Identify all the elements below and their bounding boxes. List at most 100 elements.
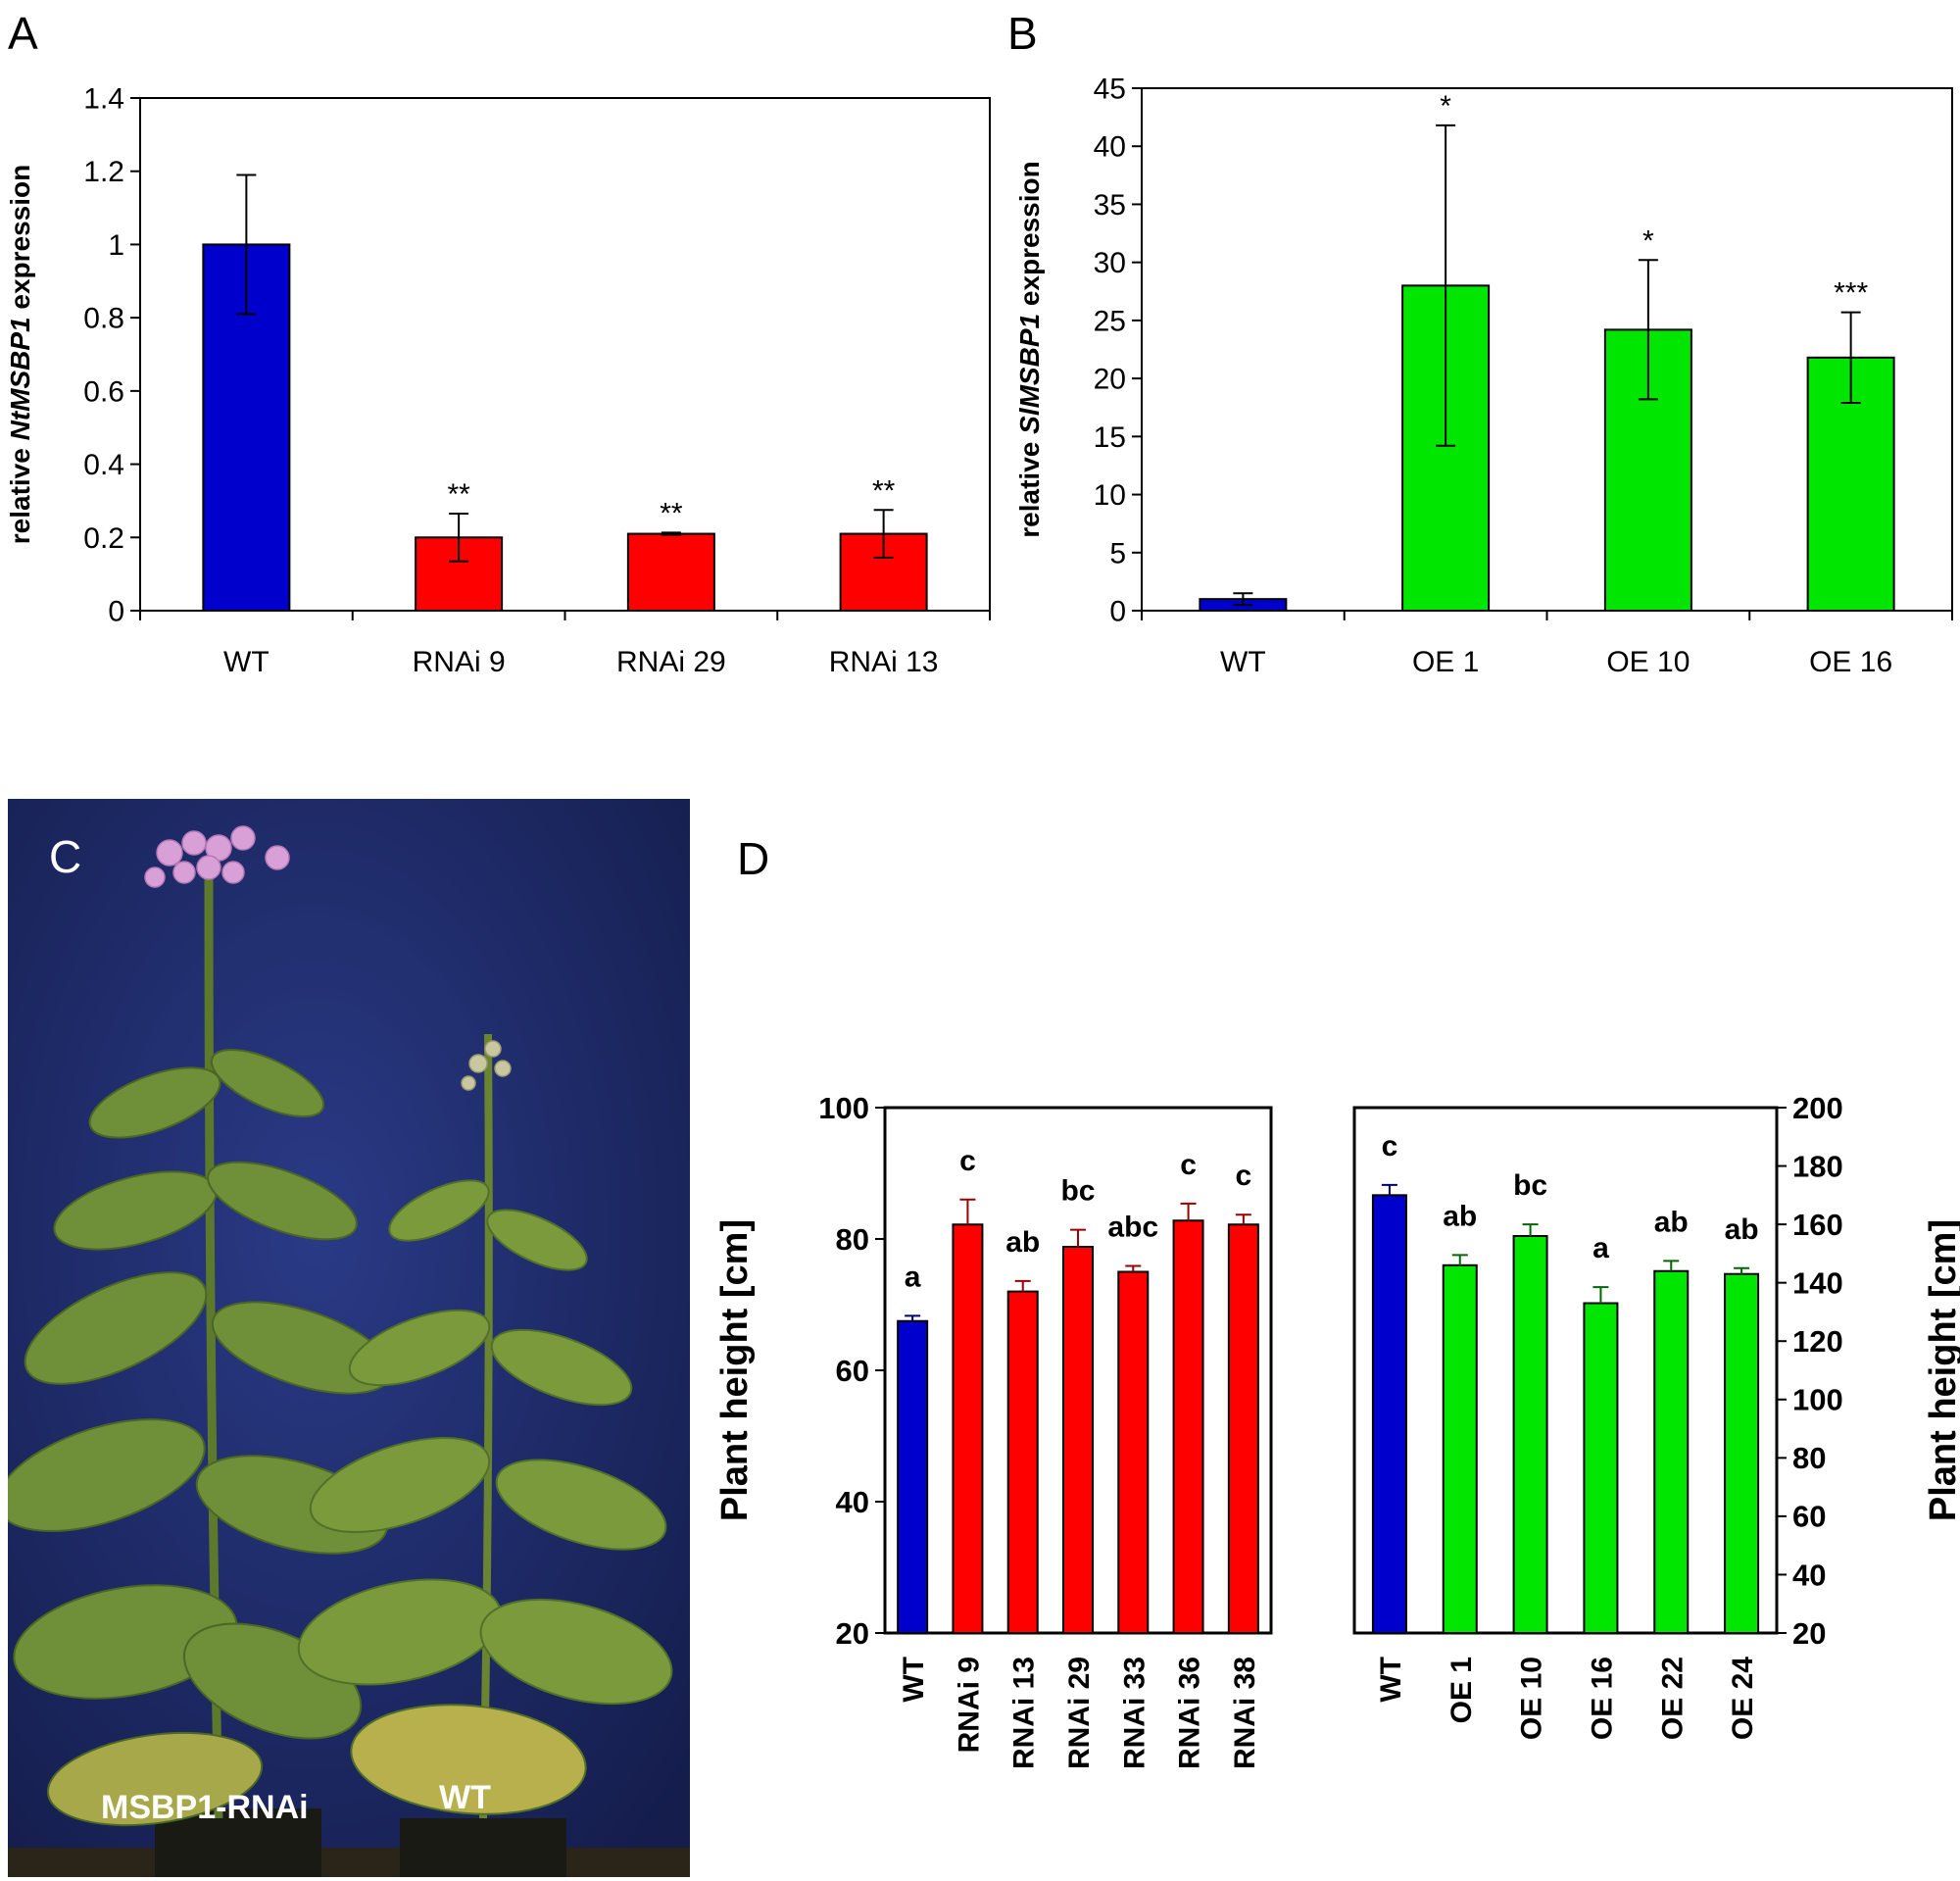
annotation-d1-0: a — [905, 1261, 921, 1293]
category-label-d2-2: OE 10 — [1516, 1657, 1548, 1740]
error-bar-d2-1 — [1451, 1254, 1468, 1265]
category-label-d1-4: RNAi 33 — [1118, 1657, 1151, 1769]
y-axis-label-a: relative NtMSBP1 expression — [5, 165, 35, 545]
chart-a: 0 0.2 0.4 0.6 0.8 1 1.2 1.4 relative NtMSBP1 exp… — [5, 83, 991, 678]
category-label-d1-6: RNAi 38 — [1229, 1657, 1261, 1769]
category-label-d1-0: WT — [898, 1657, 930, 1703]
error-bar-d1-6 — [1235, 1213, 1251, 1225]
annotation-d2-4: ab — [1654, 1206, 1689, 1238]
plant-illustration: C MSBP1-RNAi WT — [8, 799, 690, 1877]
panel-letter-a: A — [8, 8, 38, 59]
error-bar-d2-5 — [1734, 1266, 1750, 1274]
error-bar-d2-4 — [1663, 1260, 1680, 1271]
y-tick-label-d1-1: 40 — [836, 1485, 869, 1519]
panel-letter-b: B — [1007, 8, 1038, 59]
y-tick-label-a-2: 0.4 — [83, 449, 124, 481]
bar-d2-2 — [1512, 1235, 1548, 1634]
error-bar-d1-2 — [1014, 1279, 1031, 1292]
y-tick-label-b-6: 30 — [1094, 247, 1126, 279]
stem-rnai — [204, 866, 223, 1819]
y-tick-label-d2-6: 140 — [1792, 1266, 1843, 1301]
chart-d-rnai: 20 40 60 80 100 Plant height [cm] a WT c RNAi 9 ab… — [714, 1091, 1273, 1769]
y-tick-label-b-5: 25 — [1094, 305, 1126, 337]
flowers-wt — [461, 1040, 512, 1091]
error-bar-d1-3 — [1070, 1228, 1086, 1248]
y-tick-label-d2-2: 60 — [1792, 1500, 1826, 1534]
annotation-b-2: * — [1642, 224, 1654, 257]
y-tick-label-b-0: 0 — [1109, 596, 1126, 628]
error-bar-b-2 — [1638, 259, 1658, 401]
photo-label-rnai: MSBP1-RNAi — [101, 1789, 309, 1826]
error-bar-a-1 — [449, 513, 469, 563]
category-label-d1-2: RNAi 13 — [1008, 1657, 1041, 1769]
error-bar-b-3 — [1840, 311, 1861, 404]
y-axis-label-gene: NtMSBP1 — [5, 317, 35, 440]
y-tick-label-b-7: 35 — [1094, 189, 1126, 222]
annotation-d2-1: ab — [1443, 1200, 1477, 1232]
annotation-a-3: ** — [872, 474, 896, 507]
chart-d-oe: 20 40 60 80 100 120 140 160 180 200 Plant height [… — [1352, 1091, 1960, 1740]
error-bar-a-0 — [236, 173, 257, 316]
y-axis-label-gene: SlMSBP1 — [1014, 314, 1045, 434]
annotation-b-1: * — [1440, 90, 1451, 123]
plot-frame-d2 — [1352, 1106, 1779, 1635]
category-label-d2-3: OE 16 — [1586, 1657, 1618, 1740]
y-tick-label-a-1: 0.2 — [83, 522, 124, 555]
y-tick-label-d2-3: 80 — [1792, 1441, 1826, 1475]
annotation-d1-4: abc — [1107, 1211, 1158, 1243]
annotation-d1-2: ab — [1005, 1226, 1040, 1259]
bar-d2-0 — [1371, 1194, 1407, 1635]
photo-label-wt: WT — [439, 1779, 491, 1816]
error-bar-b-0 — [1233, 592, 1253, 607]
category-label-d1-5: RNAi 36 — [1174, 1657, 1206, 1769]
category-label-d2-0: WT — [1375, 1657, 1407, 1703]
y-axis-label-prefix: relative — [1014, 434, 1045, 538]
y-axis-label-d1: Plant height [cm] — [714, 1219, 756, 1521]
bar-d1-6 — [1227, 1223, 1259, 1634]
pot-left — [155, 1808, 321, 1877]
y-axis-label-suffix: expression — [1014, 161, 1045, 314]
error-bar-a-3 — [873, 509, 894, 559]
y-tick-label-d1-0: 20 — [836, 1616, 869, 1651]
y-tick-label-b-9: 45 — [1094, 74, 1126, 106]
y-tick-label-b-4: 20 — [1094, 364, 1126, 396]
y-tick-label-d2-1: 40 — [1792, 1558, 1826, 1592]
category-label-d2-1: OE 1 — [1446, 1657, 1478, 1723]
pot-right — [400, 1818, 566, 1877]
bar-d1-0 — [897, 1319, 929, 1634]
y-tick-label-d2-8: 180 — [1792, 1149, 1843, 1183]
bar-d1-5 — [1172, 1219, 1204, 1634]
annotation-d1-3: bc — [1060, 1175, 1095, 1208]
category-label-b-0: WT — [1220, 646, 1266, 678]
annotation-a-1: ** — [447, 478, 470, 511]
y-tick-label-d2-4: 100 — [1792, 1383, 1843, 1417]
error-bar-d1-5 — [1180, 1202, 1197, 1221]
category-label-b-3: OE 16 — [1809, 646, 1892, 678]
y-tick-label-a-0: 0 — [108, 596, 124, 628]
leaves-wt — [297, 1179, 673, 1815]
annotation-d1-5: c — [1180, 1149, 1197, 1181]
y-tick-label-d1-3: 80 — [836, 1222, 869, 1257]
photo-floor — [8, 1848, 690, 1877]
bar-d1-2 — [1006, 1290, 1039, 1634]
annotation-b-3: *** — [1834, 277, 1868, 310]
bar-d1-1 — [952, 1223, 984, 1634]
chart-b: 0 5 10 15 20 25 30 35 40 45 relative SlMSBP1 expre… — [1014, 74, 1953, 678]
y-tick-label-b-1: 5 — [1109, 537, 1126, 569]
category-label-a-3: RNAi 13 — [829, 646, 939, 678]
y-tick-label-a-5: 1 — [108, 229, 124, 262]
category-label-a-0: WT — [223, 646, 270, 678]
error-bar-d1-1 — [959, 1198, 976, 1225]
y-axis-label-suffix: expression — [5, 165, 35, 318]
y-tick-label-a-7: 1.4 — [83, 83, 124, 116]
y-tick-label-d1-4: 100 — [818, 1091, 869, 1125]
plant-photo: C MSBP1-RNAi WT — [8, 799, 690, 1877]
error-bar-a-2 — [661, 531, 681, 536]
bar-d2-3 — [1583, 1302, 1619, 1634]
annotation-d2-2: bc — [1513, 1169, 1547, 1202]
y-tick-label-a-4: 0.8 — [83, 303, 124, 335]
y-tick-label-d1-2: 60 — [836, 1354, 869, 1388]
y-tick-label-b-8: 40 — [1094, 131, 1126, 164]
y-tick-label-b-3: 15 — [1094, 421, 1126, 454]
